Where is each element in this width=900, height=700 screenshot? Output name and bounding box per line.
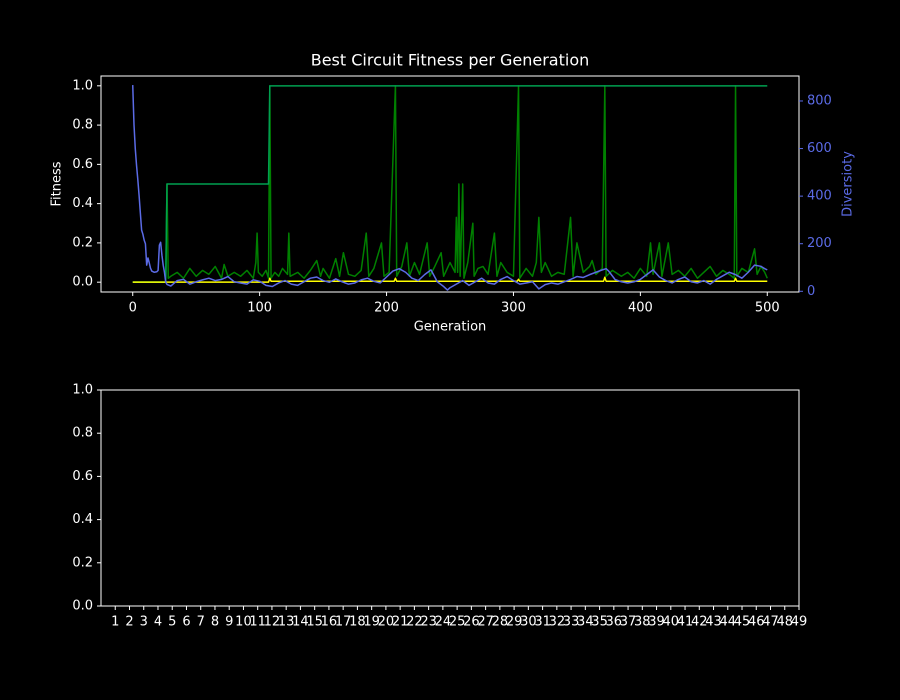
x-tick-label: 21 [392, 615, 409, 630]
x-tick-label: 300 [501, 301, 526, 316]
x-tick-label: 47 [762, 615, 779, 630]
axes-frame [100, 75, 800, 293]
y-tick-label: 0.6 [72, 157, 93, 172]
x-tick-label: 38 [634, 615, 651, 630]
y-tick-label: 0.8 [72, 118, 93, 133]
x-tick-label: 40 [663, 615, 680, 630]
x-tick-label: 2 [125, 615, 133, 630]
x-tick-label: 12 [264, 615, 281, 630]
chart-title: Best Circuit Fitness per Generation [311, 51, 590, 70]
x-tick-label: 34 [577, 615, 594, 630]
x-tick-label: 400 [628, 301, 653, 316]
axes-frame [100, 389, 800, 607]
x-tick-label: 31 [534, 615, 551, 630]
y-tick-label: 0.4 [72, 196, 93, 211]
x-tick-label: 48 [776, 615, 793, 630]
x-tick-label: 5 [168, 615, 176, 630]
x-tick-label: 100 [247, 301, 272, 316]
x-tick-label: 3 [140, 615, 148, 630]
x-tick-label: 14 [292, 615, 309, 630]
y-tick-label: 0.8 [72, 426, 93, 441]
x-tick-label: 9 [225, 615, 233, 630]
y2-tick-label: 400 [807, 189, 832, 204]
x-tick-label: 32 [549, 615, 566, 630]
x-tick-label: 7 [197, 615, 205, 630]
x-tick-label: 35 [591, 615, 608, 630]
x-tick-label: 500 [755, 301, 780, 316]
y2-tick-label: 0 [807, 284, 815, 299]
x-tick-label: 28 [492, 615, 509, 630]
y-tick-label: 0.2 [72, 235, 93, 250]
x-tick-label: 49 [791, 615, 808, 630]
x-tick-label: 27 [477, 615, 494, 630]
x-tick-label: 45 [734, 615, 751, 630]
x-tick-label: 4 [154, 615, 162, 630]
y-tick-label: 0.0 [72, 599, 93, 614]
y-tick-label: 0.0 [72, 275, 93, 290]
x-tick-label: 16 [321, 615, 338, 630]
x-tick-label: 43 [705, 615, 722, 630]
series-line [131, 85, 768, 291]
x-tick-label: 44 [720, 615, 737, 630]
x-tick-label: 1 [111, 615, 119, 630]
x-tick-label: 36 [606, 615, 623, 630]
x-tick-label: 26 [463, 615, 480, 630]
y2-tick-label: 600 [807, 141, 832, 156]
x-tick-label: 30 [520, 615, 537, 630]
x-tick-label: 46 [748, 615, 765, 630]
x-tick-label: 11 [249, 615, 266, 630]
y-axis-label: Fitness [50, 161, 65, 206]
x-tick-label: 19 [363, 615, 380, 630]
x-tick-label: 24 [435, 615, 452, 630]
x-tick-label: 200 [374, 301, 399, 316]
y-tick-label: 0.6 [72, 469, 93, 484]
series-line [132, 85, 768, 283]
x-tick-label: 42 [691, 615, 708, 630]
x-tick-label: 10 [235, 615, 252, 630]
y2-tick-label: 200 [807, 236, 832, 251]
x-tick-label: 37 [620, 615, 637, 630]
series-line [132, 85, 768, 283]
x-tick-label: 17 [335, 615, 352, 630]
y-tick-label: 0.4 [72, 512, 93, 527]
x-tick-label: 6 [182, 615, 190, 630]
x-tick-label: 23 [420, 615, 437, 630]
x-tick-label: 15 [306, 615, 323, 630]
x-tick-label: 39 [648, 615, 665, 630]
x-tick-label: 8 [211, 615, 219, 630]
y2-tick-label: 800 [807, 93, 832, 108]
x-tick-label: 22 [406, 615, 423, 630]
x-tick-label: 25 [449, 615, 466, 630]
series-line [132, 276, 768, 283]
x-tick-label: 20 [378, 615, 395, 630]
x-axis-label: Generation [414, 320, 487, 335]
x-tick-label: 0 [129, 301, 137, 316]
x-tick-label: 29 [506, 615, 523, 630]
y2-axis-label: Diversioty [841, 151, 856, 217]
x-tick-label: 33 [563, 615, 580, 630]
x-tick-label: 13 [278, 615, 295, 630]
x-tick-label: 41 [677, 615, 694, 630]
y-tick-label: 0.2 [72, 555, 93, 570]
y-tick-label: 1.0 [72, 383, 93, 398]
y-tick-label: 1.0 [72, 78, 93, 93]
x-tick-label: 18 [349, 615, 366, 630]
